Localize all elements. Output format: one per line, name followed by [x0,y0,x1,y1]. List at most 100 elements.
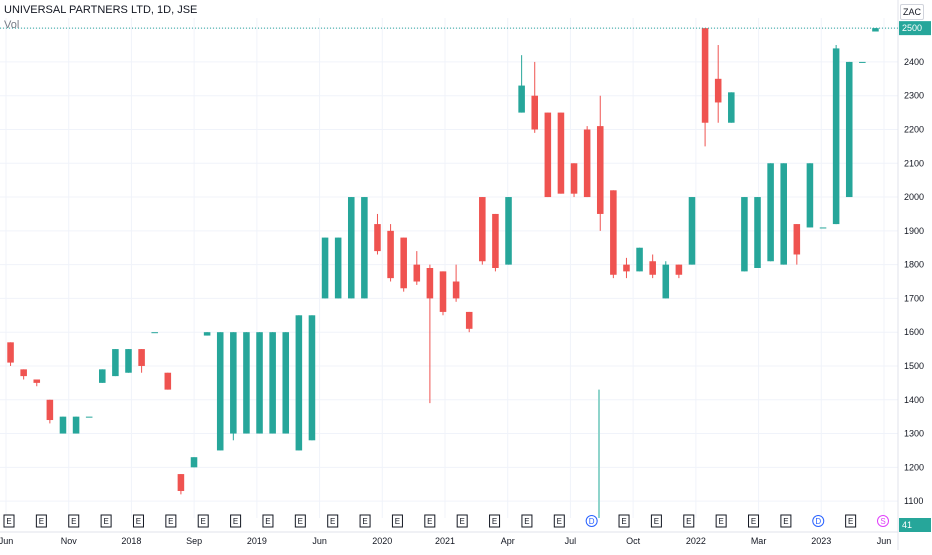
earnings-marker [780,514,792,528]
candle-body [675,264,683,275]
x-tick-label: Jul [565,536,577,546]
candle-body [269,332,276,434]
earnings-marker [456,514,468,528]
x-tick-label: Jun [0,536,13,546]
candle-body [256,332,263,434]
candle-body [151,332,158,334]
y-tick-label: 2300 [904,91,924,101]
x-tick-label: 2020 [372,536,392,546]
candle-body [479,197,486,262]
y-tick-label: 1200 [904,462,924,472]
volume-bar [598,389,600,518]
earnings-marker [489,514,501,528]
earnings-marker [715,514,727,528]
y-tick-label: 1100 [904,496,923,506]
event-marker-label: E [427,517,432,526]
event-marker-label: E [686,517,691,526]
earnings-marker [294,514,306,528]
candle-body [596,126,604,214]
currency-button[interactable]: ZAC [900,4,924,20]
candle-body [243,332,250,434]
earnings-marker [845,514,857,528]
candle-body [518,85,525,113]
event-marker-label: E [39,517,44,526]
event-marker-label: E [201,517,206,526]
last-price-label: 2500 [902,23,922,33]
event-marker-label: E [492,517,497,526]
event-marker-label: E [751,517,756,526]
candle-body [754,197,761,268]
earnings-marker [748,514,760,528]
candle-body [872,28,879,32]
event-marker-label: E [783,517,788,526]
y-tick-label: 1700 [904,293,924,303]
candle-body [570,163,578,194]
last-price-badge [899,21,931,36]
symbol-title: UNIVERSAL PARTNERS LTD, 1D, JSE [4,4,198,16]
candle-body [387,230,394,279]
candle-body [636,247,643,272]
x-tick-label: Jun [312,536,327,546]
candle-body [138,349,145,366]
earnings-marker [165,514,177,528]
candle-body [623,264,630,272]
x-tick-label: Mar [751,536,767,546]
x-tick-label: Sep [186,536,202,546]
candle-body [452,281,460,299]
earnings-marker [132,514,144,528]
candle-body [20,369,27,377]
earnings-marker [230,514,242,528]
candle-body [819,227,827,229]
candle-body [859,61,866,63]
last-volume-label: 41 [902,520,912,530]
event-marker-label: D [815,517,821,526]
event-marker-label: E [557,517,562,526]
candle-body [203,332,211,336]
candle-body [767,163,774,262]
candle-body [190,457,198,468]
y-tick-label: 1800 [904,260,924,270]
candle-body [413,264,421,282]
candle-body [610,190,617,275]
candle-body [321,237,329,299]
earnings-marker [197,514,209,528]
candle-body [46,399,54,421]
candle-body [72,416,80,434]
candle-body [230,332,237,434]
candle-body [583,129,591,198]
candle-body [832,48,840,225]
earnings-marker [262,514,274,528]
candle-body [334,237,342,299]
candle-body [361,197,368,299]
candle-body [295,315,303,451]
event-marker-label: E [362,517,367,526]
y-tick-label: 1500 [904,361,924,371]
candle-body [99,369,106,383]
candle-body [7,342,14,363]
candle-body [59,416,67,434]
y-tick-label: 1400 [904,395,924,405]
candle-body [439,271,447,312]
earnings-marker [391,514,403,528]
candle-body [806,163,814,228]
x-tick-label: Jun [877,536,892,546]
candle-body [531,95,539,130]
candle-body [492,213,499,268]
event-marker-label: E [298,517,303,526]
candle-body [85,416,93,418]
candle-body [780,163,787,265]
candle-body [793,224,801,255]
candle-body [216,332,224,451]
event-marker-label: E [265,517,270,526]
event-marker-label: E [460,517,465,526]
split-marker [877,515,889,527]
candle-body [125,349,132,373]
dividend-marker [812,515,825,527]
candle-body [177,474,185,491]
event-marker-label: E [395,517,400,526]
candle-body [649,261,656,275]
dividend-marker [585,515,598,527]
candle-body [400,237,407,289]
